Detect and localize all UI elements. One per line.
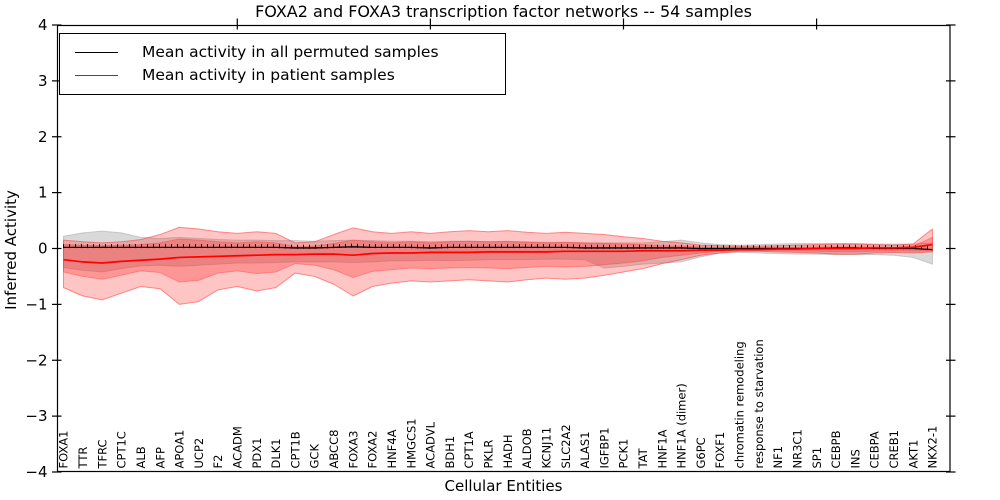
x-tick-label: CREB1: [887, 430, 901, 469]
y-tick-label: 3: [38, 72, 48, 90]
x-tick-label: response to starvation: [752, 339, 766, 468]
y-tick-label: −2: [25, 351, 47, 369]
legend-entry-permuted: Mean activity in all permuted samples: [60, 43, 505, 61]
y-tick-label: 2: [38, 128, 48, 146]
y-tick-label: 1: [38, 184, 48, 202]
x-tick-label: GCK: [308, 444, 322, 469]
x-tick-label: UCP2: [192, 438, 206, 469]
x-tick-label: chromatin remodeling: [733, 341, 747, 468]
x-tick-label: TAT: [636, 447, 650, 469]
legend-line-black: [75, 52, 118, 54]
x-tick-label: F2: [211, 455, 225, 469]
x-tick-label: PCK1: [617, 439, 631, 469]
x-tick-label: ALB: [134, 446, 148, 468]
chart-title: FOXA2 and FOXA3 transcription factor net…: [255, 2, 752, 21]
x-axis-label: Cellular Entities: [444, 477, 563, 495]
x-tick-label: CPT1C: [115, 431, 129, 468]
x-tick-label: FOXA3: [346, 431, 360, 469]
legend-line-red: [75, 74, 118, 76]
x-tick-label: ALAS1: [578, 431, 592, 468]
x-tick-label: SLC2A2: [559, 424, 573, 468]
y-tick-label: −3: [25, 407, 47, 425]
y-tick-label: 0: [38, 240, 48, 258]
y-tick-label: 4: [38, 16, 48, 34]
x-tick-label: ACADM: [230, 426, 244, 468]
x-tick-label: CEBPA: [868, 431, 882, 468]
x-tick-label: ABCC8: [327, 430, 341, 469]
x-tick-label: NR3C1: [790, 429, 804, 468]
x-tick-label: FOXF1: [713, 432, 727, 469]
x-tick-label: TFRC: [95, 439, 109, 469]
legend: Mean activity in all permuted samples Me…: [59, 33, 506, 95]
series-line-patient: [63, 243, 933, 264]
x-tick-label: PKLR: [482, 440, 496, 469]
x-tick-label: ACADVL: [424, 421, 438, 468]
x-tick-label: BDH1: [443, 436, 457, 469]
x-tick-label: APOA1: [173, 430, 187, 469]
band-patient-samples-outer-spread: [63, 226, 933, 305]
x-tick-label: CPT1B: [288, 431, 302, 468]
x-tick-label: HMGCS1: [404, 418, 418, 468]
x-tick-label: HADH: [501, 434, 515, 468]
y-tick-label: −4: [25, 463, 47, 481]
x-tick-label: KCNJ11: [539, 427, 553, 469]
x-tick-label: HNF1A (dimer): [675, 383, 689, 468]
y-axis-label: Inferred Activity: [2, 190, 20, 310]
x-tick-label: FOXA2: [366, 431, 380, 469]
x-tick-label: TTR: [76, 447, 90, 470]
x-tick-label: SP1: [810, 447, 824, 469]
x-tick-label: PDX1: [250, 438, 264, 469]
x-tick-label: HNF1A: [655, 429, 669, 468]
x-tick-label: IGFBP1: [597, 427, 611, 468]
x-tick-label: CPT1A: [462, 431, 476, 468]
x-tick-label: AFP: [153, 447, 167, 468]
x-tick-label: NKX2-1: [926, 426, 940, 469]
x-tick-label: DLK1: [269, 438, 283, 468]
x-tick-label: NF1: [771, 446, 785, 469]
x-tick-label: INS: [848, 449, 862, 468]
legend-entry-patient: Mean activity in patient samples: [60, 65, 505, 84]
x-tick-label: ALDOB: [520, 428, 534, 468]
x-tick-label: AKT1: [906, 440, 920, 469]
x-tick-label: CEBPB: [829, 430, 843, 468]
y-tick-label: −1: [25, 295, 47, 313]
legend-label-permuted: Mean activity in all permuted samples: [142, 43, 439, 61]
x-tick-label: FOXA1: [57, 431, 71, 469]
x-tick-label: G6PC: [694, 437, 708, 468]
x-tick-label: HNF4A: [385, 429, 399, 468]
legend-label-patient: Mean activity in patient samples: [142, 65, 395, 84]
